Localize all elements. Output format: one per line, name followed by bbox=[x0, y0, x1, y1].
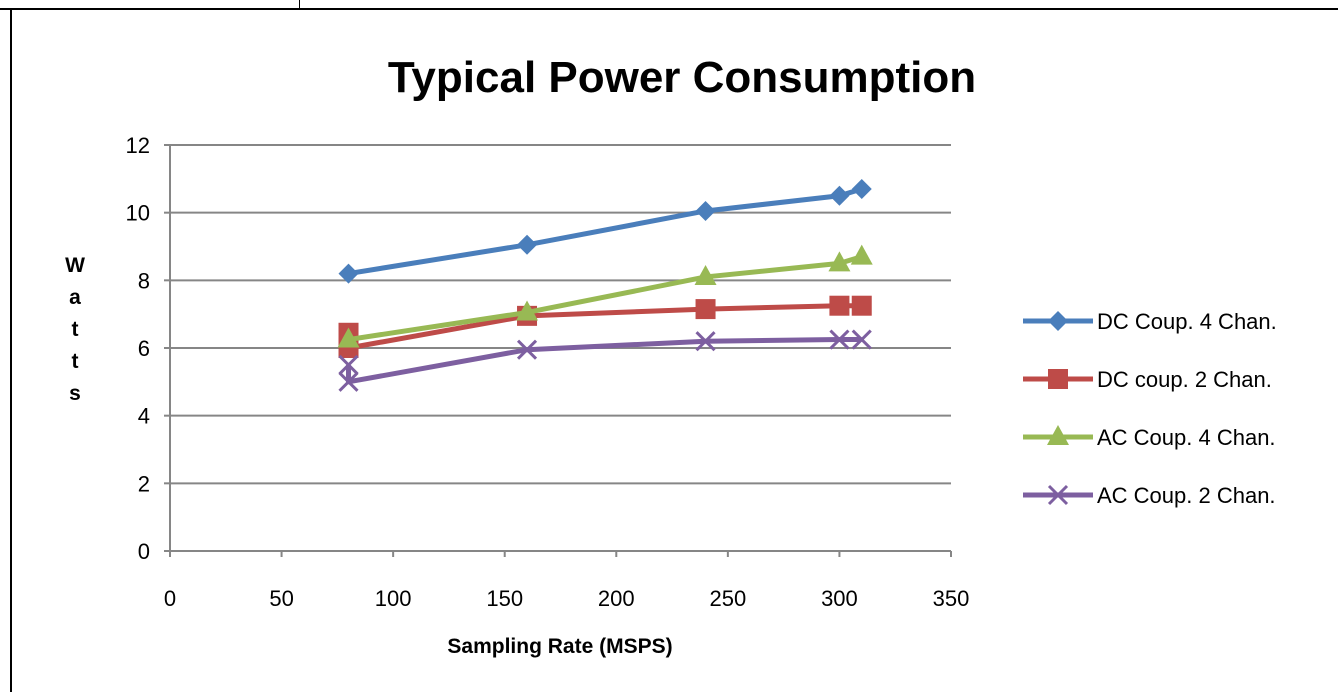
x-tick-label: 250 bbox=[709, 586, 746, 611]
legend-label: DC Coup. 4 Chan. bbox=[1097, 309, 1277, 334]
data-point bbox=[829, 185, 850, 206]
legend-swatch-marker bbox=[1047, 484, 1069, 506]
data-point bbox=[829, 295, 850, 316]
x-tick-label: 0 bbox=[164, 586, 176, 611]
tick-labels: 0 2 4 6 8 10 12 0 50 100 150 200 250 300 350 bbox=[126, 133, 970, 611]
data-point bbox=[828, 251, 851, 272]
data-point bbox=[338, 354, 359, 375]
y-tick-label: 8 bbox=[138, 268, 150, 293]
y-axis-label-letter: t bbox=[72, 350, 79, 373]
data-point bbox=[694, 264, 717, 285]
y-axis-label-letter: W bbox=[65, 254, 85, 277]
data-point bbox=[337, 327, 360, 348]
marker-stroke bbox=[1047, 484, 1069, 506]
grid-lines bbox=[170, 144, 951, 485]
series-line bbox=[348, 254, 863, 343]
legend-item: DC Coup. 4 Chan. bbox=[1023, 309, 1277, 334]
legend-item: AC Coup. 4 Chan. bbox=[1023, 425, 1276, 450]
y-axis-label-letter: a bbox=[69, 286, 81, 309]
data-point bbox=[829, 329, 850, 350]
y-tick-label: 6 bbox=[138, 336, 150, 361]
x-axis-label: Sampling Rate (MSPS) bbox=[447, 635, 672, 658]
data-point bbox=[851, 178, 872, 199]
y-tick-label: 4 bbox=[138, 404, 150, 429]
legend-swatch-marker bbox=[1048, 369, 1068, 389]
marker-stroke bbox=[338, 354, 359, 375]
chart-frame bbox=[10, 10, 1338, 692]
y-axis-label-letter: t bbox=[72, 318, 79, 341]
data-point bbox=[338, 371, 359, 392]
series-group bbox=[337, 178, 873, 392]
top-border bbox=[0, 0, 1338, 10]
legend-item: AC Coup. 2 Chan. bbox=[1023, 483, 1276, 508]
marker-stroke bbox=[851, 329, 872, 350]
data-point bbox=[695, 331, 716, 352]
series-line bbox=[346, 337, 862, 385]
x-tick-label: 200 bbox=[598, 586, 635, 611]
legend-item: DC coup. 2 Chan. bbox=[1023, 367, 1272, 392]
marker-stroke bbox=[338, 371, 359, 392]
axes bbox=[164, 144, 952, 557]
legend-swatch-marker bbox=[1048, 311, 1068, 331]
series-3 bbox=[337, 244, 873, 348]
marker-stroke bbox=[829, 329, 850, 350]
legend-label: DC coup. 2 Chan. bbox=[1097, 367, 1272, 392]
y-tick-label: 2 bbox=[138, 471, 150, 496]
chart-title: Typical Power Consumption bbox=[388, 53, 976, 102]
y-axis-label-letter: s bbox=[69, 382, 81, 405]
x-tick-label: 50 bbox=[269, 586, 293, 611]
x-tick-label: 300 bbox=[821, 586, 858, 611]
data-point bbox=[851, 329, 872, 350]
y-tick-label: 10 bbox=[126, 201, 150, 226]
legend-label: AC Coup. 2 Chan. bbox=[1097, 483, 1276, 508]
marker-stroke bbox=[695, 331, 716, 352]
top-left-cell bbox=[0, 0, 300, 10]
marker-stroke bbox=[516, 339, 538, 360]
x-tick-label: 100 bbox=[375, 586, 412, 611]
legend-swatch-marker bbox=[1047, 425, 1069, 445]
series-4 bbox=[338, 329, 872, 392]
data-point bbox=[516, 300, 539, 321]
data-point bbox=[516, 339, 538, 360]
series-1 bbox=[338, 178, 872, 284]
data-point bbox=[338, 263, 359, 284]
data-point bbox=[695, 299, 716, 320]
data-point bbox=[851, 295, 872, 316]
y-tick-label: 0 bbox=[138, 539, 150, 564]
series-line bbox=[348, 186, 863, 277]
legend: DC Coup. 4 Chan. DC coup. 2 Chan. AC Coup.… bbox=[1023, 309, 1277, 508]
data-point bbox=[517, 234, 538, 255]
data-point bbox=[850, 244, 873, 265]
y-tick-label: 12 bbox=[126, 133, 150, 158]
data-point bbox=[695, 200, 716, 221]
x-tick-label: 150 bbox=[486, 586, 523, 611]
legend-label: AC Coup. 4 Chan. bbox=[1097, 425, 1276, 450]
x-tick-label: 350 bbox=[933, 586, 970, 611]
